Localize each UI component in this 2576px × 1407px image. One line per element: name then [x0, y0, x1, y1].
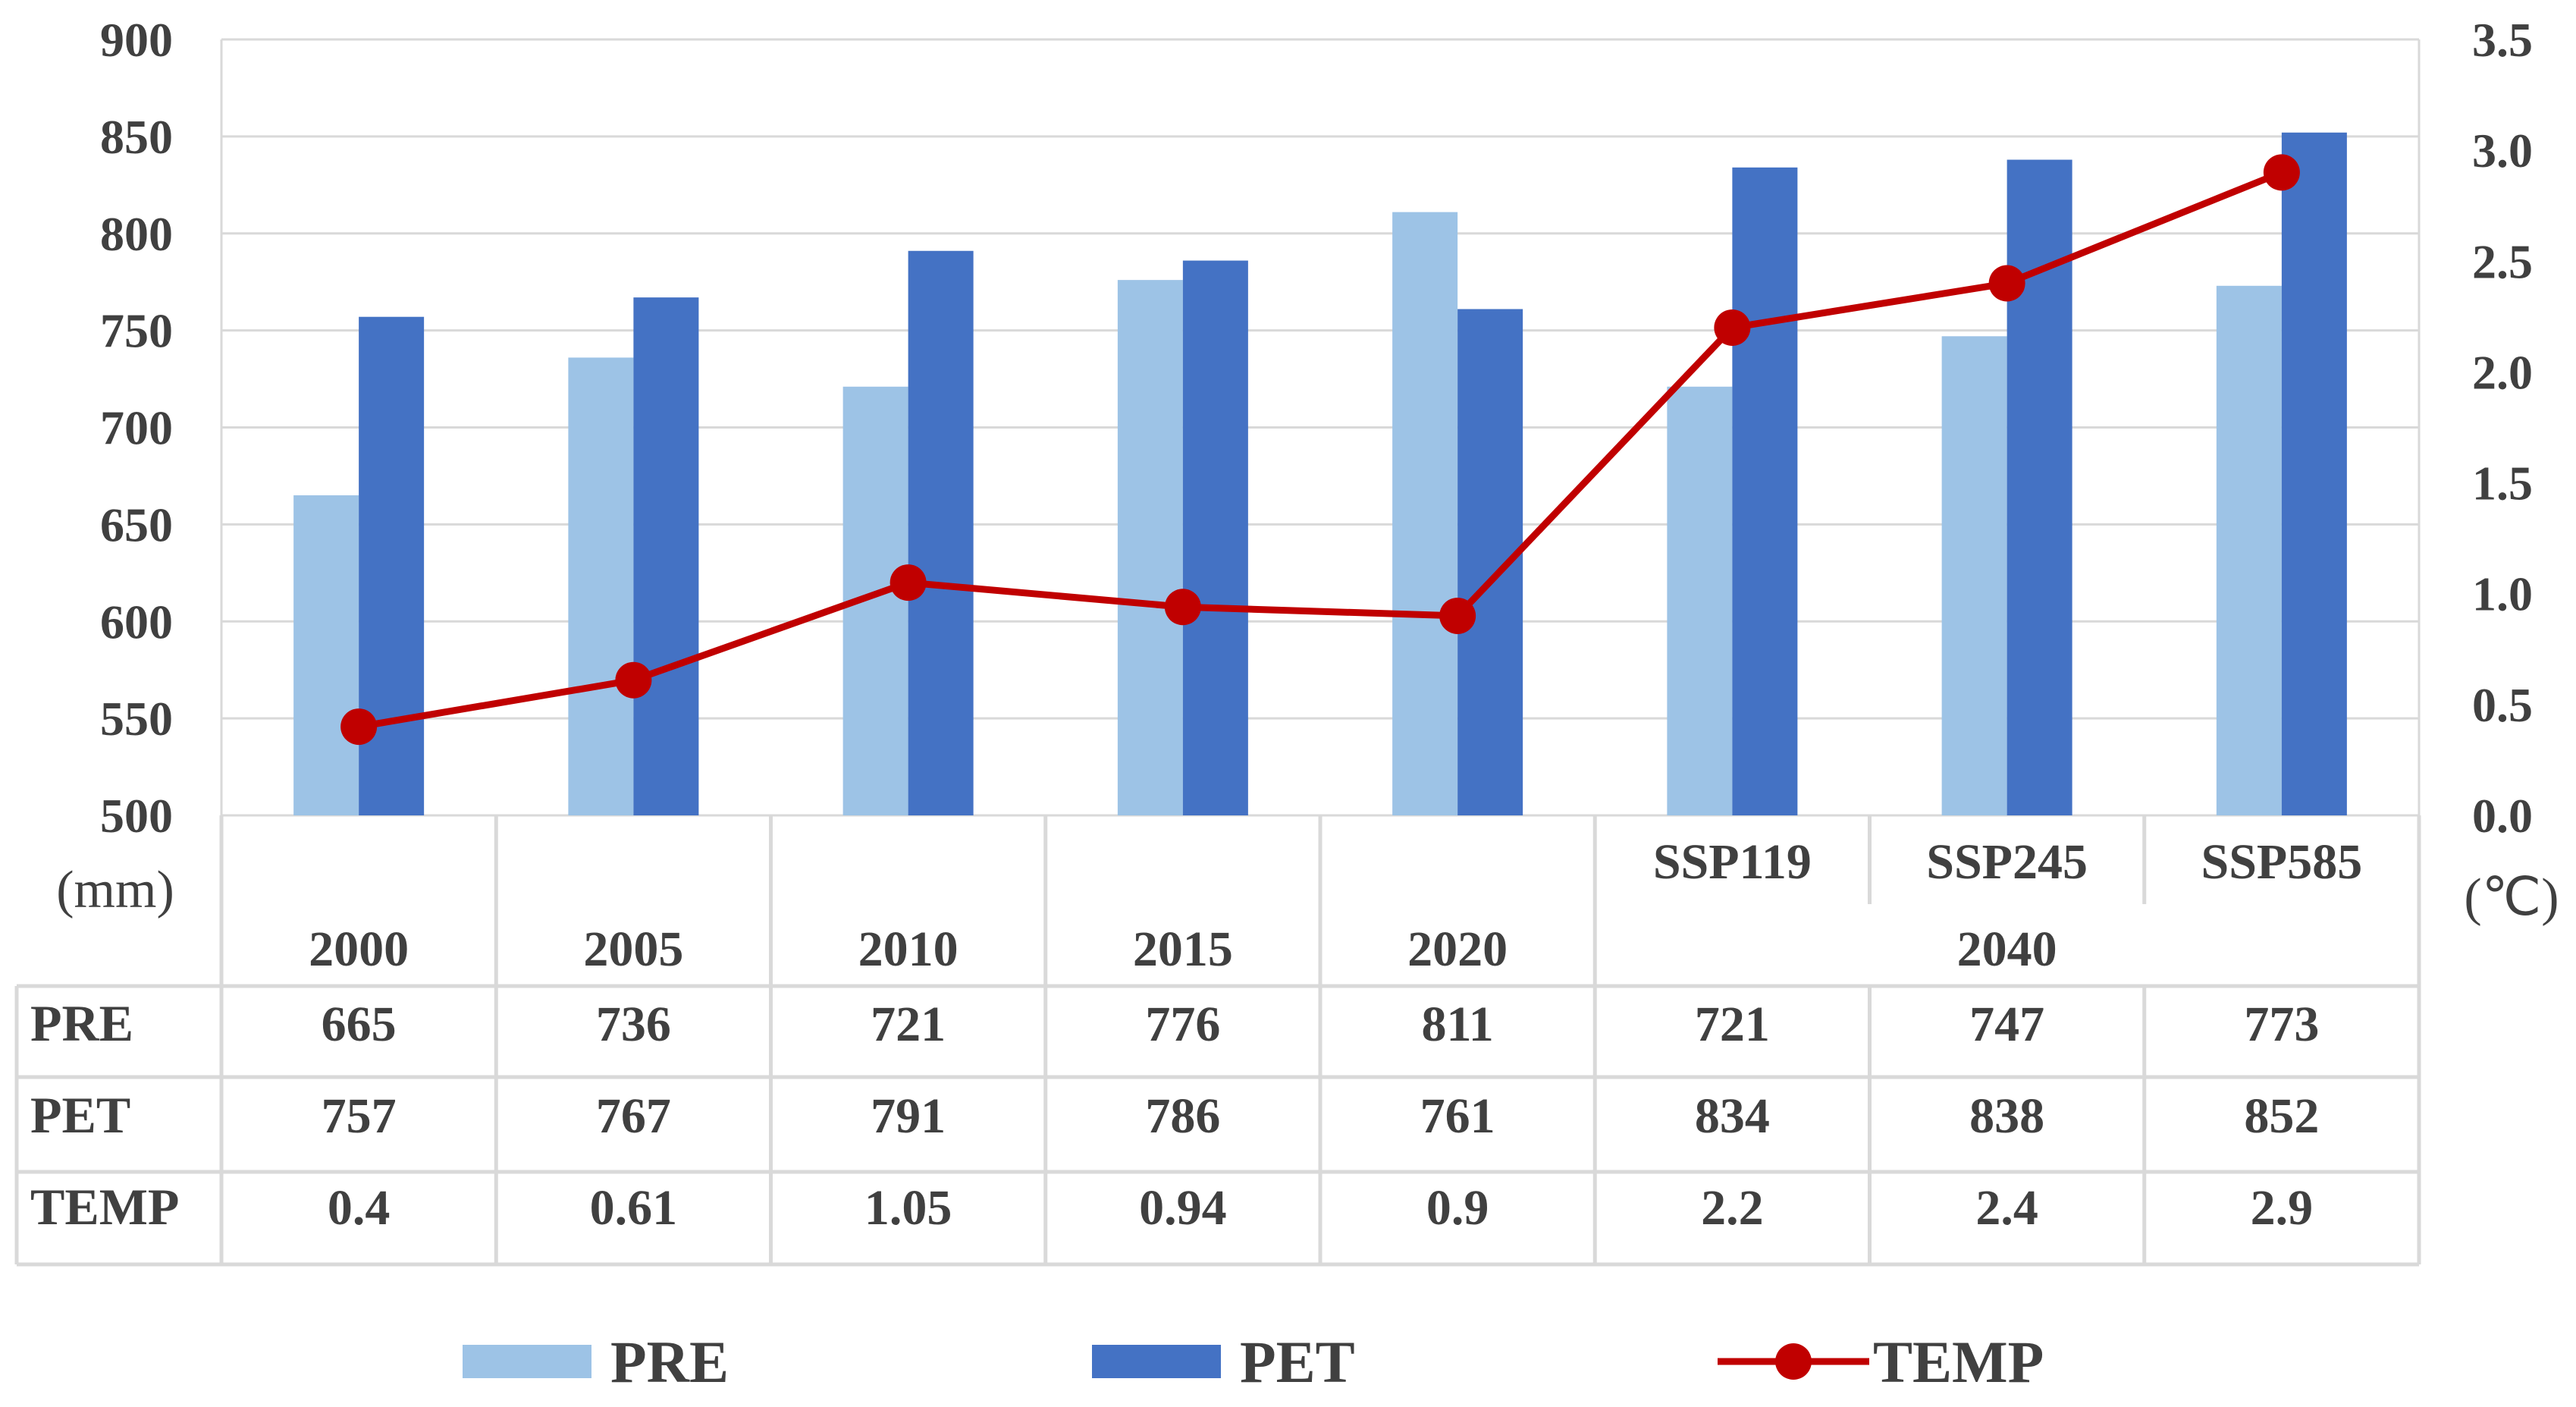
legend-label-pre: PRE: [610, 1329, 729, 1395]
bar-pre-ssp119: [1667, 386, 1733, 816]
table-cell: 721: [871, 997, 946, 1052]
x-axis-label: 2000: [309, 922, 409, 977]
table-cell: 838: [1969, 1088, 2044, 1144]
temp-point-ssp585: [2263, 154, 2300, 191]
legend-swatch-pet: [1092, 1345, 1221, 1378]
left-axis-unit: (mm): [56, 861, 174, 919]
right-axis-unit: (℃): [2464, 868, 2559, 927]
bar-pet-2010: [908, 250, 974, 816]
table-row-header: TEMP: [30, 1178, 179, 1236]
left-axis-tick: 850: [100, 110, 173, 164]
right-axis-tick: 2.0: [2472, 345, 2533, 399]
bar-pet-ssp119: [1732, 167, 1798, 816]
table-cell: 811: [1421, 997, 1493, 1052]
left-axis-tick: 700: [100, 401, 173, 455]
x-axis-label: 2015: [1133, 922, 1233, 977]
temp-point-2010: [890, 564, 927, 601]
temp-point-2005: [615, 661, 652, 699]
left-axis-tick: 800: [100, 207, 173, 261]
table-cell: 1.05: [864, 1180, 952, 1236]
right-axis-tick: 2.5: [2472, 234, 2533, 288]
right-axis-tick: 0.5: [2472, 678, 2533, 732]
table-cell: 736: [596, 997, 671, 1052]
table-cell: 852: [2244, 1088, 2319, 1144]
table-cell: 665: [322, 997, 397, 1052]
bar-pet-2015: [1182, 260, 1248, 815]
bar-pet-ssp585: [2281, 132, 2347, 815]
left-axis-tick: 750: [100, 304, 173, 358]
temp-line-series: [340, 154, 2300, 746]
x-axis-label: SSP119: [1653, 834, 1812, 890]
data-table-grid: [14, 815, 2421, 1267]
right-axis-tick: 1.0: [2472, 567, 2533, 621]
gridlines: [220, 38, 2421, 817]
x-axis-label: 2020: [1407, 922, 1508, 977]
table-cell: 0.4: [328, 1180, 391, 1236]
legend-label-temp: TEMP: [1873, 1329, 2044, 1395]
table-cell: 776: [1145, 997, 1220, 1052]
legend-marker-temp: [1775, 1343, 1812, 1380]
bar-pre-2020: [1392, 212, 1458, 815]
right-axis-tick: 3.5: [2472, 13, 2533, 67]
temp-line: [358, 169, 2283, 730]
left-axis-tick: 600: [100, 595, 173, 649]
table-row-header: PET: [30, 1086, 130, 1144]
table-cell: 2.2: [1701, 1180, 1764, 1236]
legend-label-pet: PET: [1240, 1329, 1355, 1395]
table-cell: 834: [1695, 1088, 1770, 1144]
legend-swatch-pre: [463, 1345, 591, 1378]
temp-point-2020: [1439, 597, 1476, 634]
table-cell: 0.9: [1426, 1180, 1489, 1236]
bars: [293, 132, 2347, 816]
right-axis: 3.5 3.0 2.5 2.0 1.5 1.0 0.5 0.0: [2472, 13, 2533, 843]
x-axis-group-label: 2040: [1957, 922, 2057, 977]
temp-point-ssp245: [1988, 265, 2025, 302]
right-axis-tick: 0.0: [2472, 789, 2533, 843]
bar-pre-ssp585: [2216, 285, 2282, 815]
left-axis-tick: 500: [100, 789, 173, 843]
table-cell: 2.4: [1975, 1180, 2038, 1236]
right-axis-tick: 3.0: [2472, 124, 2533, 177]
bar-pre-2000: [293, 495, 359, 815]
left-axis-tick: 900: [100, 13, 173, 67]
table-cell: 0.94: [1139, 1180, 1227, 1236]
table-cell: 757: [322, 1088, 397, 1144]
table-cell: 761: [1420, 1088, 1495, 1144]
left-axis-tick: 550: [100, 692, 173, 746]
x-axis-label: 2010: [858, 922, 959, 977]
table-cell: 773: [2244, 997, 2319, 1052]
legend: PRE PET TEMP: [463, 1329, 2044, 1395]
table-cell: 791: [871, 1088, 946, 1144]
right-axis-tick: 1.5: [2472, 457, 2533, 510]
table-cell: 747: [1969, 997, 2044, 1052]
bar-pre-2005: [568, 357, 634, 815]
temp-point-2000: [340, 708, 378, 746]
bar-pre-2015: [1117, 280, 1183, 815]
temp-point-2015: [1164, 589, 1201, 626]
left-axis-tick: 650: [100, 498, 173, 551]
left-axis: 900 850 800 750 700 650 600 550 500: [100, 13, 173, 843]
data-table: 2000 2005 2010 2015 2020 SSP119 SSP245 SSP585 20…: [30, 834, 2362, 1236]
x-axis-label: 2005: [583, 922, 683, 977]
x-axis-label: SSP585: [2201, 834, 2363, 890]
bar-pet-2005: [633, 297, 699, 816]
table-cell: 0.61: [590, 1180, 678, 1236]
table-cell: 721: [1695, 997, 1770, 1052]
table-row-header: PRE: [30, 994, 133, 1052]
temp-point-ssp119: [1714, 309, 1751, 346]
table-cell: 786: [1145, 1088, 1220, 1144]
table-cell: 2.9: [2251, 1180, 2314, 1236]
table-cell: 767: [596, 1088, 671, 1144]
bar-pre-ssp245: [1941, 336, 2007, 815]
x-axis-label: SSP245: [1926, 834, 2088, 890]
